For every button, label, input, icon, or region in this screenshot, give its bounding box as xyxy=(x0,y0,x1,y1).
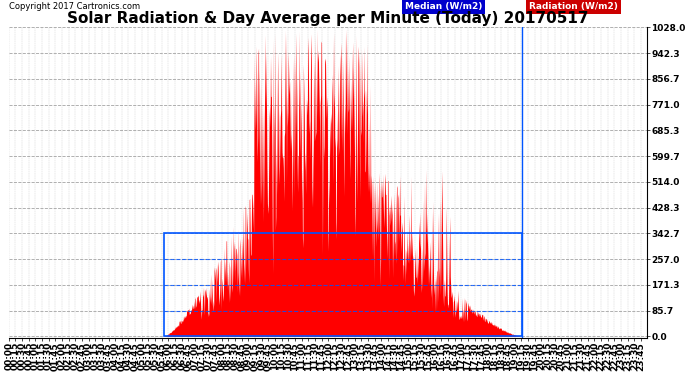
Text: Median (W/m2): Median (W/m2) xyxy=(404,2,482,11)
Bar xyxy=(164,233,522,336)
Text: Copyright 2017 Cartronics.com: Copyright 2017 Cartronics.com xyxy=(9,2,140,11)
Text: Radiation (W/m2): Radiation (W/m2) xyxy=(529,2,618,11)
Title: Solar Radiation & Day Average per Minute (Today) 20170517: Solar Radiation & Day Average per Minute… xyxy=(67,11,589,26)
